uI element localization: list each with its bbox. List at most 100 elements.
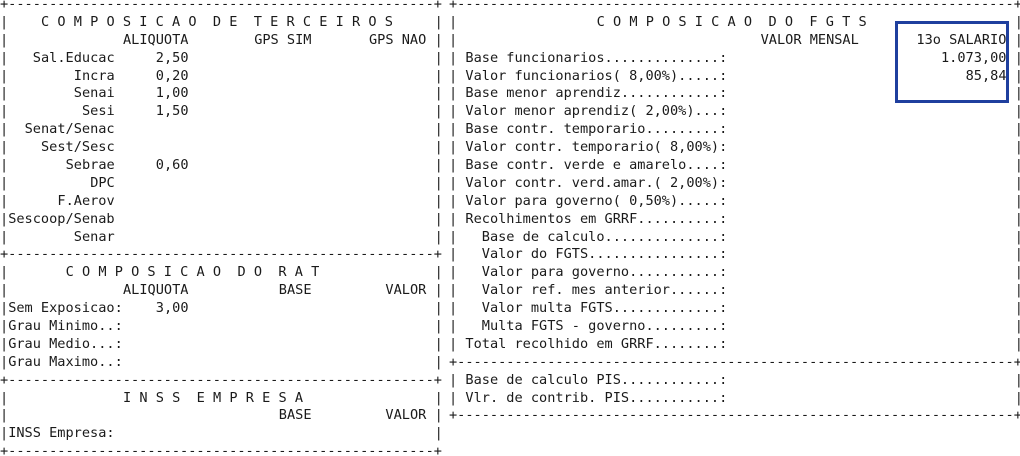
- border-text: +---------------------------------------…: [0, 0, 442, 12]
- cell-label: Senar: [73, 228, 115, 245]
- cell-salario: 13o SALARIO: [916, 31, 1007, 48]
- panel-side-border: |: [1014, 157, 1020, 174]
- selected-column-highlight-13o-salario[interactable]: [895, 21, 1009, 103]
- cell-val13: 85,84: [965, 67, 1007, 84]
- panel-side-border: |: [1014, 49, 1020, 66]
- panel-side-border: |: [1014, 121, 1020, 138]
- panel-side-border: |: [0, 353, 9, 370]
- panel-side-border: |: [0, 13, 9, 30]
- panel-side-border: |: [434, 85, 443, 102]
- panel-side-border: |: [0, 192, 9, 209]
- panel-side-border: |: [1014, 31, 1020, 48]
- panel-side-border: |: [0, 407, 9, 424]
- panel-side-border: |: [449, 228, 458, 245]
- panel-side-border: |: [0, 174, 9, 191]
- border-text: +---------------------------------------…: [449, 0, 1020, 12]
- panel-side-border: |: [449, 31, 458, 48]
- panel-side-border: |: [1014, 85, 1020, 102]
- panel-side-border: |: [0, 282, 9, 299]
- panel-side-border: |: [1014, 300, 1020, 317]
- panel-side-border: |: [449, 85, 458, 102]
- cell-aliquota: 1,00: [155, 85, 189, 102]
- panel-side-border: |: [434, 174, 443, 191]
- panel-side-border: |: [1014, 371, 1020, 388]
- cell-label: Sesi: [82, 103, 115, 120]
- cell-mensal: VALOR MENSAL: [760, 31, 859, 48]
- cell-aliquota: 3,00: [155, 300, 189, 317]
- cell-label: Multa FGTS - governo.........:: [465, 318, 728, 335]
- border-text: +---------------------------------------…: [0, 246, 442, 263]
- panel-side-border: |: [0, 139, 9, 156]
- panel-side-border: |: [449, 282, 458, 299]
- cell-label: DPC: [90, 174, 115, 191]
- panel-side-border: |: [0, 31, 9, 48]
- cell-lbl: INSS Empresa:: [8, 425, 115, 442]
- cell-lbl: Sem Exposicao:: [8, 300, 123, 317]
- panel-side-border: |: [449, 246, 458, 263]
- panel-side-border: |: [0, 335, 9, 352]
- cell-label: Senat/Senac: [24, 121, 115, 138]
- cell-label: Valor do FGTS................:: [465, 246, 728, 263]
- cell-label: Valor ref. mes anterior......:: [465, 282, 728, 299]
- cell-gps-nao: GPS NAO: [369, 31, 427, 48]
- panel-side-border: |: [434, 353, 443, 370]
- border-text: +---------------------------------------…: [0, 371, 442, 388]
- panel-side-border: |: [449, 300, 458, 317]
- panel-side-border: |: [1014, 210, 1020, 227]
- cell-label: Senai: [73, 85, 115, 102]
- panel-side-border: |: [0, 300, 9, 317]
- panel-side-border: |: [449, 49, 458, 66]
- cell-val13: 1.073,00: [941, 49, 1007, 66]
- cell-label: Sescoop/Senab: [8, 210, 115, 227]
- cell-label: Sal.Educac: [32, 49, 115, 66]
- panel-side-border: |: [449, 174, 458, 191]
- panel-side-border: |: [1014, 264, 1020, 281]
- panel-side-border: |: [1014, 174, 1020, 191]
- panel-side-border: |: [434, 228, 443, 245]
- cell-title-inss: I N S S E M P R E S A: [123, 389, 304, 406]
- panel-side-border: |: [434, 103, 443, 120]
- cell-lbl: Grau Maximo..:: [8, 353, 123, 370]
- panel-side-border: |: [1014, 103, 1020, 120]
- panel-side-border: |: [434, 192, 443, 209]
- panel-side-border: |: [449, 192, 458, 209]
- cell-label: Valor multa FGTS.............:: [465, 300, 728, 317]
- cell-lbl: Grau Medio...:: [8, 335, 123, 352]
- panel-side-border: |: [1014, 335, 1020, 352]
- panel-side-border: |: [1014, 13, 1020, 30]
- cell-aliquota: ALIQUOTA: [123, 31, 189, 48]
- panel-side-border: |: [0, 67, 9, 84]
- cell-valor: VALOR: [385, 407, 427, 424]
- panel-side-border: |: [434, 210, 443, 227]
- panel-side-border: |: [434, 318, 443, 335]
- panel-side-border: |: [434, 335, 443, 352]
- cell-label: F.Aerov: [57, 192, 115, 209]
- cell-valor: VALOR: [385, 282, 427, 299]
- panel-side-border: |: [434, 264, 443, 281]
- panel-side-border: |: [449, 210, 458, 227]
- panel-side-border: |: [449, 264, 458, 281]
- cell-label: Vlr. de contrib. PIS...........:: [465, 389, 728, 406]
- cell-title-rat: C O M P O S I C A O D O R A T: [65, 264, 320, 281]
- cell-label: Base de calculo PIS............:: [465, 371, 728, 388]
- panel-side-border: |: [0, 228, 9, 245]
- cell-title-fgts: C O M P O S I C A O D O F G T S: [596, 13, 867, 30]
- panel-side-border: |: [0, 264, 9, 281]
- cell-label: Total recolhido em GRRF........:: [465, 335, 728, 352]
- panel-side-border: |: [0, 157, 9, 174]
- cell-aliquota: 2,50: [155, 49, 189, 66]
- panel-side-border: |: [434, 121, 443, 138]
- panel-side-border: |: [1014, 67, 1020, 84]
- panel-side-border: |: [1014, 282, 1020, 299]
- panel-side-border: |: [449, 67, 458, 84]
- cell-label: Base de calculo..............:: [465, 228, 728, 245]
- panel-side-border: |: [0, 85, 9, 102]
- cell-title-terceiros: C O M P O S I C A O D E T E R C E I R O …: [41, 13, 393, 30]
- panel-side-border: |: [1014, 389, 1020, 406]
- border-text: +---------------------------------------…: [0, 443, 442, 456]
- panel-side-border: |: [0, 49, 9, 66]
- panel-side-border: |: [1014, 192, 1020, 209]
- cell-label: Sebrae: [65, 157, 115, 174]
- panel-side-border: |: [449, 103, 458, 120]
- cell-aliquota: ALIQUOTA: [123, 282, 189, 299]
